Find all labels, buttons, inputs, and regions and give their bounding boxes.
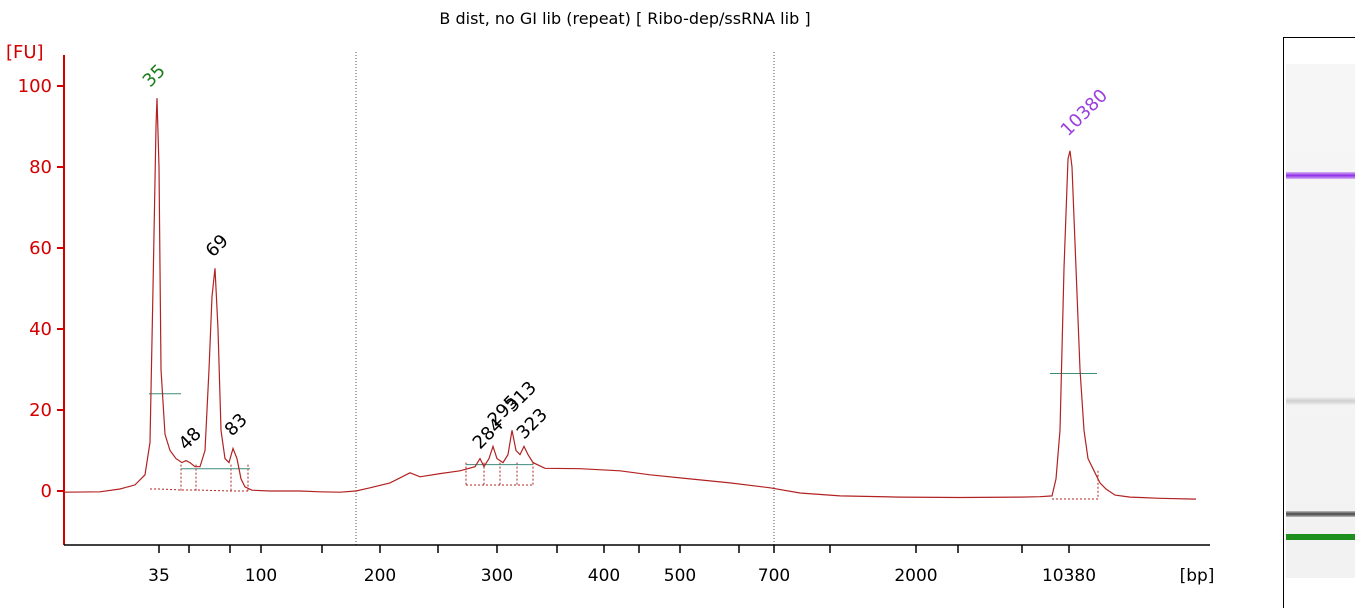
y-ticks: 0 20 40 60 80 100 (18, 76, 64, 502)
x-tick-label: 700 (758, 566, 790, 586)
x-tick-label: 200 (364, 566, 396, 586)
gel-band-faint (1286, 397, 1355, 405)
y-tick-label: 60 (29, 238, 52, 259)
y-tick-label: 40 (29, 319, 52, 340)
y-tick-label: 80 (29, 157, 52, 178)
gel-band-dark (1286, 511, 1355, 517)
peak-baselines (149, 373, 1099, 500)
series-line (63, 98, 1197, 500)
grid-lines (355, 52, 775, 545)
gel-lane (1286, 64, 1355, 578)
x-tick-label: 300 (481, 566, 513, 586)
x-ticks: 35 100 200 300 400 500 700 2000 10380 (148, 545, 1096, 586)
x-tick-label: 400 (588, 566, 620, 586)
baseline-lower-marker (150, 488, 248, 492)
series-group (63, 98, 1197, 500)
peak-label: 83 (221, 409, 252, 440)
chart-title: B dist, no GI lib (repeat) [ Ribo-dep/ss… (439, 9, 810, 28)
x-tick-label: 2000 (894, 566, 937, 586)
x-tick-label: 100 (245, 566, 277, 586)
peak-label: 69 (202, 230, 233, 261)
peak-label: 10380 (1057, 85, 1112, 140)
y-tick-label: 0 (41, 481, 52, 502)
x-tick-label: 10380 (1042, 566, 1096, 586)
axes (63, 55, 1210, 546)
y-tick-label: 20 (29, 400, 52, 421)
gel-band-upper-marker (1286, 172, 1355, 179)
peak-label: 35 (139, 60, 170, 91)
y-axis-label: [FU] (6, 42, 44, 63)
x-tick-label: 35 (148, 566, 170, 586)
gel-image (1283, 37, 1355, 608)
peak-label: 48 (175, 423, 206, 454)
x-tick-label: 500 (664, 566, 696, 586)
electropherogram-chart: B dist, no GI lib (repeat) [ Ribo-dep/ss… (6, 9, 1215, 586)
gel-band-lower-marker (1286, 534, 1355, 540)
x-axis-label: [bp] (1180, 566, 1215, 586)
y-tick-label: 100 (18, 76, 52, 97)
